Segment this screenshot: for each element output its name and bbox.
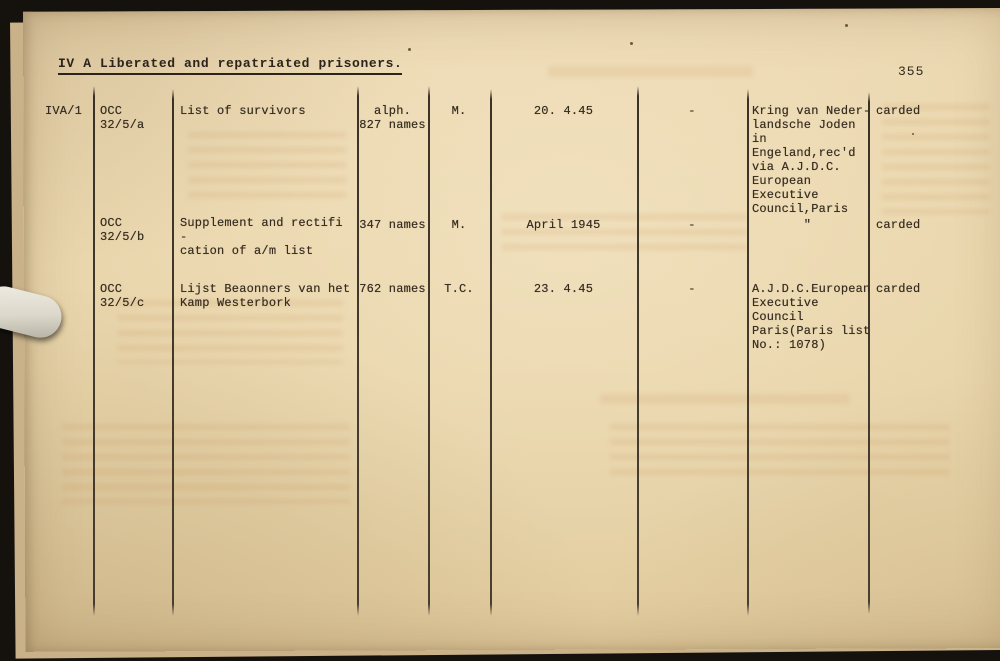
row-title: Supplement and rectifi - cation of a/m l… (180, 216, 343, 258)
table-column-line (172, 89, 174, 616)
row-source: Kring van Neder- landsche Joden in Engel… (752, 104, 871, 216)
section-heading: IV A Liberated and repatriated prisoners… (58, 56, 403, 75)
row-distribution: - (688, 104, 696, 118)
row-ref: OCC 32/5/b (100, 216, 145, 244)
bleedthrough-smudge (188, 132, 346, 198)
row-distribution: - (688, 282, 696, 296)
row-count: 762 names (359, 282, 426, 296)
row-date: 23. 4.45 (533, 282, 594, 296)
row-type: T.C. (444, 282, 474, 296)
table-column-line (747, 89, 749, 616)
bleedthrough-smudge (548, 66, 753, 77)
row-distribution: - (688, 218, 696, 232)
ink-speck (408, 48, 411, 51)
bleedthrough-smudge (610, 424, 950, 482)
ink-speck (845, 24, 848, 27)
table-column-line (868, 92, 870, 614)
bleedthrough-smudge (882, 104, 990, 214)
row-title: Lijst Beaonners van het Kamp Westerbork (180, 282, 351, 310)
bleedthrough-smudge (62, 424, 350, 504)
page-number: 355 (898, 64, 925, 79)
row-remark: carded (876, 218, 921, 232)
table-column-line (93, 86, 95, 616)
row-source: A.J.D.C.European Executive Council Paris… (752, 282, 871, 352)
row-remark: carded (876, 282, 921, 296)
bleedthrough-smudge (600, 394, 850, 404)
table-column-line (428, 86, 430, 616)
row-id: IVA/1 (45, 104, 83, 118)
bleedthrough-smudge (118, 300, 343, 364)
row-source: " (803, 218, 812, 232)
table-column-line (637, 86, 639, 616)
ink-speck (630, 42, 633, 45)
row-count: 347 names (359, 218, 426, 232)
table-column-line (490, 89, 492, 616)
row-type: M. (451, 104, 467, 118)
row-ref: OCC 32/5/c (100, 282, 145, 310)
row-date: 20. 4.45 (533, 104, 594, 118)
bleedthrough-smudge (502, 214, 747, 256)
row-title: List of survivors (180, 104, 306, 118)
row-type: M. (451, 218, 467, 232)
row-ref: OCC 32/5/a (100, 104, 145, 132)
table-column-line (357, 86, 359, 616)
row-count: alph. 827 names (359, 104, 426, 132)
row-date: April 1945 (526, 218, 601, 232)
ink-speck (912, 133, 914, 135)
row-remark: carded (876, 104, 921, 118)
